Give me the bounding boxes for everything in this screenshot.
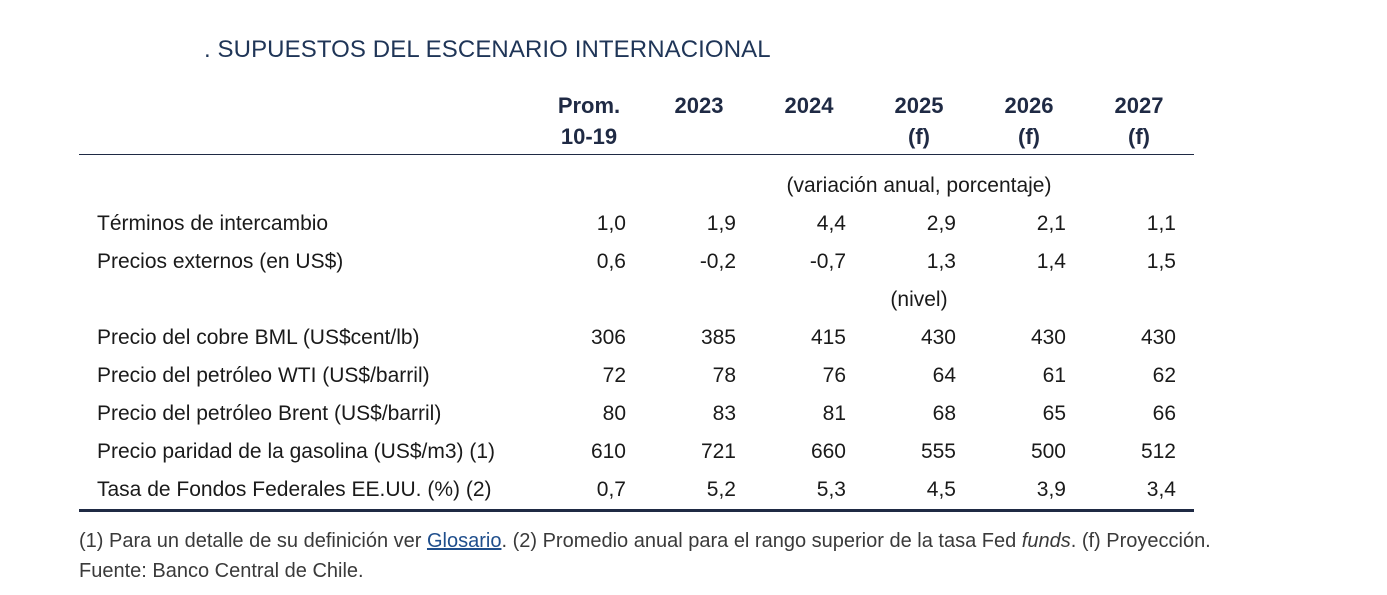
- table-cell: 72: [602, 364, 626, 387]
- table-cell: 0,6: [596, 250, 626, 273]
- table-cell: 76: [822, 364, 846, 387]
- unit-row-level: (nivel): [79, 281, 1194, 319]
- source-line: Fuente: Banco Central de Chile.: [79, 560, 364, 582]
- assumptions-table-container: Prom. 10-19 2023 2024 2025 (f) 2026: [79, 90, 1194, 512]
- unit-row-variation: (variación anual, porcentaje): [79, 155, 1194, 206]
- glossary-link[interactable]: Glosario: [426, 530, 502, 552]
- footnote-line: (1) Para un detalle de su definición ver…: [79, 526, 1211, 556]
- table-cell: 62: [1152, 364, 1176, 387]
- table-cell: 78: [712, 364, 736, 387]
- header-2027: 2027 (f): [1084, 90, 1194, 155]
- table-cell: 430: [1030, 326, 1066, 349]
- table-cell: 430: [920, 326, 956, 349]
- table-cell: 555: [920, 440, 956, 463]
- table-row: Precios externos (en US$) 0,6 -0,2 -0,7 …: [79, 243, 1194, 281]
- table-cell: -0,2: [699, 250, 736, 273]
- table-cell: 4,5: [864, 471, 974, 512]
- table-cell: 0,7: [534, 471, 644, 512]
- table-cell: 1,9: [706, 212, 736, 235]
- table-cell: 430: [1140, 326, 1176, 349]
- row-label: Precio del petróleo WTI (US$/barril): [97, 364, 430, 387]
- table-cell: 721: [700, 440, 736, 463]
- table-cell: 385: [700, 326, 736, 349]
- footnote-italic-text: funds: [1021, 530, 1071, 552]
- table-cell: 660: [810, 440, 846, 463]
- table-cell: 61: [1042, 364, 1066, 387]
- row-label: Tasa de Fondos Federales EE.UU. (%) (2): [79, 471, 534, 512]
- table-cell: 83: [712, 402, 736, 425]
- footnote-text: . (f) Proyección.: [1070, 530, 1211, 552]
- header-2024: 2024: [754, 90, 864, 155]
- table-cell: 66: [1152, 402, 1176, 425]
- table-notes: (1) Para un detalle de su definición ver…: [79, 526, 1211, 586]
- table-cell: 3,9: [974, 471, 1084, 512]
- table-cell: 1,3: [926, 250, 956, 273]
- table-cell: 1,0: [596, 212, 626, 235]
- table-row: Precio paridad de la gasolina (US$/m3) (…: [79, 433, 1194, 471]
- table-cell: 3,4: [1084, 471, 1194, 512]
- table-cell: 1,1: [1146, 212, 1176, 235]
- table-cell: 81: [822, 402, 846, 425]
- assumptions-table: Prom. 10-19 2023 2024 2025 (f) 2026: [79, 90, 1194, 512]
- table-cell: 65: [1042, 402, 1066, 425]
- header-label-cell: [79, 90, 534, 155]
- table-row: Tasa de Fondos Federales EE.UU. (%) (2) …: [79, 471, 1194, 512]
- row-label: Precio del petróleo Brent (US$/barril): [97, 402, 442, 425]
- table-cell: 2,9: [926, 212, 956, 235]
- footnote-text: . (2) Promedio anual para el rango super…: [501, 530, 1022, 552]
- table-row: Precio del petróleo Brent (US$/barril) 8…: [79, 395, 1194, 433]
- row-label: Términos de intercambio: [97, 212, 329, 235]
- table-cell: 4,4: [816, 212, 846, 235]
- table-title: . SUPUESTOS DEL ESCENARIO INTERNACIONAL: [204, 36, 771, 63]
- table-cell: 610: [590, 440, 626, 463]
- table-header-row: Prom. 10-19 2023 2024 2025 (f) 2026: [79, 90, 1194, 155]
- header-2025: 2025 (f): [864, 90, 974, 155]
- unit-label-variation: (variación anual, porcentaje): [786, 174, 1052, 197]
- table-cell: 500: [1030, 440, 1066, 463]
- footnote-text: (1) Para un detalle de su definición ver: [79, 530, 427, 552]
- table-row: Precio del petróleo WTI (US$/barril) 72 …: [79, 357, 1194, 395]
- table-cell: 1,4: [1036, 250, 1066, 273]
- table-cell: 2,1: [1036, 212, 1066, 235]
- table-cell: 512: [1140, 440, 1176, 463]
- table-cell: 64: [932, 364, 956, 387]
- row-label: Precios externos (en US$): [97, 250, 344, 273]
- table-cell: 5,2: [644, 471, 754, 512]
- table-cell: 1,5: [1146, 250, 1176, 273]
- table-cell: 68: [932, 402, 956, 425]
- table-cell: 80: [602, 402, 626, 425]
- row-label: Precio paridad de la gasolina (US$/m3) (…: [97, 440, 496, 463]
- header-2023: 2023: [644, 90, 754, 155]
- table-cell: 306: [590, 326, 626, 349]
- row-label: Precio del cobre BML (US$cent/lb): [97, 326, 420, 349]
- header-2026: 2026 (f): [974, 90, 1084, 155]
- table-row: Términos de intercambio 1,0 1,9 4,4 2,9 …: [79, 205, 1194, 243]
- header-prom: Prom. 10-19: [534, 90, 644, 155]
- table-row: Precio del cobre BML (US$cent/lb) 306 38…: [79, 319, 1194, 357]
- unit-label-level: (nivel): [890, 288, 948, 311]
- table-cell: 5,3: [754, 471, 864, 512]
- table-cell: -0,7: [809, 250, 846, 273]
- table-cell: 415: [810, 326, 846, 349]
